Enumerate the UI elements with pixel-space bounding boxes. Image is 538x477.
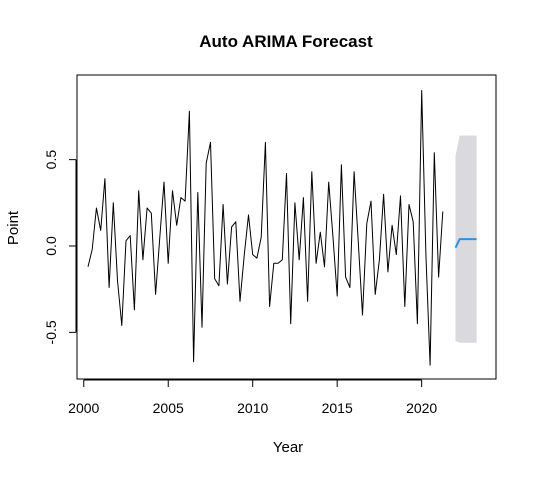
plot-frame	[76, 74, 497, 380]
chart-title: Auto ARIMA Forecast	[199, 32, 373, 51]
y-tick-label: 0.0	[43, 236, 59, 256]
x-tick-label: 2015	[322, 400, 353, 416]
y-tick-label: 0.5	[43, 150, 59, 170]
x-tick-label: 2005	[153, 400, 184, 416]
x-tick-label: 2000	[68, 400, 99, 416]
plot-area	[87, 90, 477, 366]
x-axis-label: Year	[273, 439, 303, 456]
x-tick-label: 2010	[237, 400, 268, 416]
x-tick-label: 2020	[406, 400, 437, 416]
observed-series-line	[87, 90, 444, 366]
forecast-line	[454, 238, 477, 249]
y-tick-label: -0.5	[43, 320, 59, 344]
axes: 2000 2005 2010 2015 2020 -0.5 0.0 0.5	[43, 150, 437, 416]
y-axis-label: Point	[5, 210, 22, 245]
